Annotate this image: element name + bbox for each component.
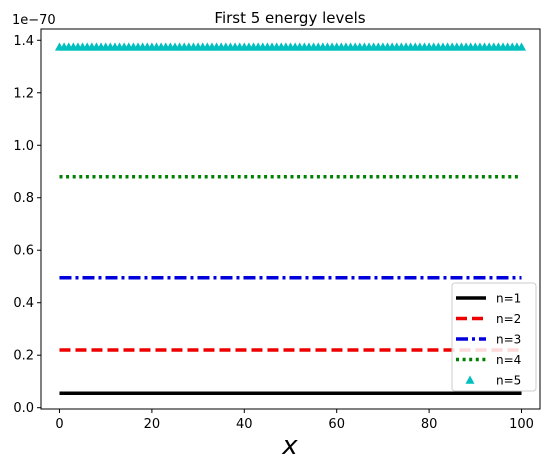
y-tick-label: 0.4 xyxy=(13,296,34,311)
y-offset-text: 1e−70 xyxy=(12,13,56,28)
x-tick-label: 20 xyxy=(144,417,161,432)
y-axis-ticks: 0.0 0.2 0.4 0.6 0.8 1.0 1.2 1.4 xyxy=(13,34,41,416)
legend-label: n=1 xyxy=(496,292,521,306)
x-tick-label: 60 xyxy=(328,417,345,432)
legend-item-n3: n=3 xyxy=(456,333,521,347)
legend-label: n=2 xyxy=(496,312,521,326)
x-tick-label: 100 xyxy=(509,417,534,432)
chart-title: First 5 energy levels xyxy=(214,9,365,27)
legend-swatch xyxy=(465,375,475,384)
y-tick-label: 0.0 xyxy=(13,401,34,416)
y-tick-label: 1.4 xyxy=(13,34,34,49)
legend: n=1 n=2 n=3 n=4 n=5 xyxy=(451,282,537,392)
x-axis-label: x xyxy=(281,431,298,461)
series-layer xyxy=(54,42,527,396)
x-tick-label: 0 xyxy=(55,417,63,432)
y-tick-label: 1.2 xyxy=(13,86,34,101)
series-n5-point xyxy=(517,42,527,51)
legend-label: n=5 xyxy=(496,374,521,388)
legend-label: n=3 xyxy=(496,333,521,347)
legend-item-n2: n=2 xyxy=(456,312,521,326)
legend-item-n4: n=4 xyxy=(456,353,521,367)
y-tick-label: 0.6 xyxy=(13,244,34,259)
y-tick-label: 1.0 xyxy=(13,139,34,154)
legend-item-n1: n=1 xyxy=(456,292,521,306)
legend-items: n=1 n=2 n=3 n=4 n=5 xyxy=(456,292,521,388)
axes-frame xyxy=(40,28,541,410)
y-tick-label: 0.8 xyxy=(13,191,34,206)
series-n5-markers xyxy=(54,42,527,51)
y-tick-label: 0.2 xyxy=(13,349,34,364)
legend-box xyxy=(451,282,537,392)
legend-item-n5: n=5 xyxy=(465,374,521,388)
x-tick-label: 40 xyxy=(236,417,253,432)
x-axis-ticks: 0 20 40 60 80 100 xyxy=(55,409,534,432)
x-tick-label: 80 xyxy=(421,417,438,432)
legend-label: n=4 xyxy=(496,353,521,367)
